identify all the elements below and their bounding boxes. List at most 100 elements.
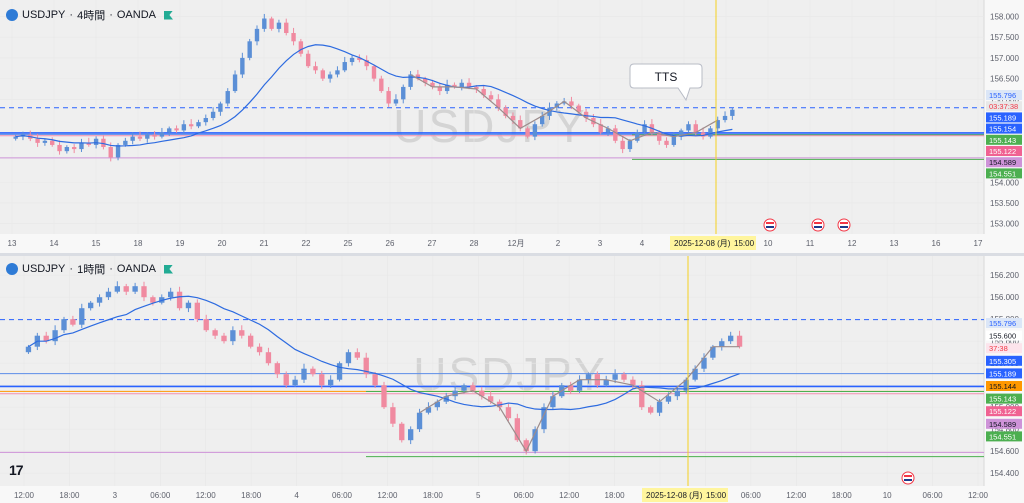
- candle-body[interactable]: [248, 335, 254, 347]
- candle-body[interactable]: [203, 319, 209, 331]
- candle-body[interactable]: [415, 74, 421, 79]
- candle-body[interactable]: [496, 99, 501, 108]
- candle-body[interactable]: [514, 418, 520, 441]
- candle-body[interactable]: [298, 41, 304, 54]
- candle-body[interactable]: [71, 147, 77, 150]
- candle-body[interactable]: [336, 363, 343, 380]
- candle-body[interactable]: [621, 374, 627, 380]
- candle-body[interactable]: [349, 57, 355, 63]
- candle-body[interactable]: [630, 379, 636, 386]
- candle-body[interactable]: [176, 291, 183, 309]
- symbol-header-1h[interactable]: USDJPY · 1時間 · OANDA: [6, 261, 173, 277]
- tradingview-logo[interactable]: 17: [9, 462, 24, 478]
- candle-body[interactable]: [583, 111, 589, 118]
- candle-body[interactable]: [627, 140, 633, 150]
- candle-body[interactable]: [13, 136, 18, 139]
- candle-body[interactable]: [678, 130, 684, 137]
- candle-body[interactable]: [561, 101, 567, 104]
- candle-body[interactable]: [196, 122, 201, 127]
- candle-body[interactable]: [123, 140, 128, 145]
- candle-body[interactable]: [265, 352, 272, 364]
- candle-body[interactable]: [320, 70, 326, 79]
- economic-event-icon[interactable]: [763, 218, 777, 232]
- candle-body[interactable]: [319, 374, 325, 386]
- candle-body[interactable]: [301, 368, 307, 380]
- price-tag[interactable]: [986, 90, 1022, 100]
- candle-body[interactable]: [393, 99, 399, 104]
- candle-body[interactable]: [79, 142, 84, 150]
- candle-body[interactable]: [327, 74, 333, 79]
- price-tag[interactable]: [986, 368, 1022, 379]
- candle-body[interactable]: [159, 132, 165, 137]
- candle-body[interactable]: [101, 138, 106, 148]
- candle-body[interactable]: [212, 330, 218, 336]
- candle-body[interactable]: [730, 109, 735, 116]
- us-flag-icon[interactable]: [837, 218, 851, 232]
- price-tag[interactable]: [986, 406, 1022, 417]
- candle-body[interactable]: [674, 390, 680, 397]
- chart-pane-4h[interactable]: USDJPY158.000157.500157.000156.500156.00…: [0, 0, 1024, 253]
- candle-body[interactable]: [284, 22, 289, 34]
- economic-event-icon[interactable]: [901, 471, 915, 485]
- us-flag-icon[interactable]: [763, 218, 777, 232]
- candle-body[interactable]: [25, 346, 32, 353]
- moving-average-line[interactable]: [15, 44, 733, 147]
- candle-body[interactable]: [70, 319, 76, 325]
- price-tag[interactable]: [986, 123, 1022, 134]
- candle-body[interactable]: [576, 379, 583, 391]
- candle-body[interactable]: [194, 302, 200, 320]
- plot-area[interactable]: [0, 0, 984, 234]
- symbol-header-4h[interactable]: USDJPY · 4時間 · OANDA: [6, 7, 173, 23]
- candle-body[interactable]: [648, 407, 654, 413]
- candle-body[interactable]: [328, 379, 334, 386]
- candle-body[interactable]: [210, 111, 216, 118]
- candle-body[interactable]: [710, 346, 716, 358]
- candle-body[interactable]: [240, 57, 245, 75]
- candle-body[interactable]: [518, 120, 523, 129]
- candle-body[interactable]: [399, 423, 405, 441]
- candle-body[interactable]: [736, 335, 743, 347]
- candle-body[interactable]: [43, 335, 49, 342]
- candle-body[interactable]: [474, 86, 479, 89]
- candle-body[interactable]: [276, 22, 282, 29]
- candle-body[interactable]: [430, 82, 435, 87]
- candle-body[interactable]: [425, 407, 432, 413]
- candle-body[interactable]: [700, 132, 706, 137]
- candle-body[interactable]: [93, 138, 99, 145]
- candle-body[interactable]: [568, 385, 574, 391]
- candle-body[interactable]: [335, 70, 340, 75]
- candle-body[interactable]: [262, 18, 267, 29]
- candle-body[interactable]: [57, 144, 62, 152]
- price-tag[interactable]: [986, 381, 1022, 391]
- candle-body[interactable]: [141, 286, 147, 298]
- candle-body[interactable]: [269, 18, 274, 29]
- candle-body[interactable]: [437, 86, 443, 92]
- candle-body[interactable]: [292, 379, 298, 386]
- economic-event-icon[interactable]: [811, 218, 825, 232]
- candle-body[interactable]: [612, 374, 618, 380]
- candle-body[interactable]: [605, 128, 611, 133]
- candle-body[interactable]: [52, 330, 58, 342]
- candle-body[interactable]: [174, 128, 179, 131]
- price-tag[interactable]: [986, 318, 1022, 328]
- plot-area[interactable]: [0, 256, 984, 486]
- us-flag-icon[interactable]: [901, 471, 915, 485]
- candle-body[interactable]: [408, 429, 414, 441]
- candle-body[interactable]: [481, 88, 486, 96]
- candle-body[interactable]: [422, 78, 428, 83]
- candle-body[interactable]: [686, 124, 691, 131]
- candle-body[interactable]: [505, 407, 512, 419]
- zigzag-line[interactable]: [410, 73, 719, 142]
- time-axis[interactable]: [0, 486, 1024, 503]
- candle-body[interactable]: [722, 115, 728, 121]
- candle-body[interactable]: [452, 390, 458, 397]
- candle-body[interactable]: [470, 385, 476, 391]
- price-tag[interactable]: [986, 355, 1022, 366]
- us-flag-icon[interactable]: [811, 218, 825, 232]
- candle-body[interactable]: [291, 33, 296, 42]
- candle-body[interactable]: [108, 147, 113, 158]
- candle-body[interactable]: [181, 124, 187, 131]
- candle-body[interactable]: [459, 82, 464, 87]
- candle-body[interactable]: [274, 363, 280, 375]
- candle-body[interactable]: [728, 335, 734, 342]
